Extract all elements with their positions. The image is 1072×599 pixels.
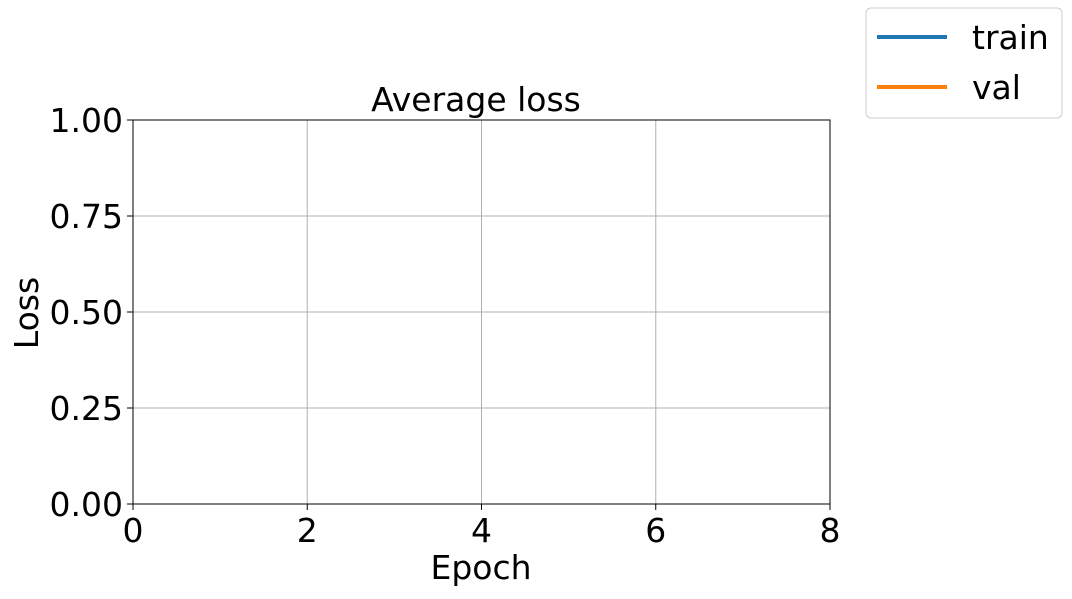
x-tick-label: 2 [297, 511, 318, 550]
x-tick-label: 8 [820, 511, 841, 550]
x-tick-label: 4 [471, 511, 492, 550]
x-axis-label: Epoch [430, 548, 531, 587]
x-tick-label: 0 [123, 511, 144, 550]
y-axis-ticks: 0.00 0.25 0.50 0.75 1.00 [50, 101, 133, 524]
chart-title: Average loss [371, 80, 581, 119]
y-tick-label: 0.50 [50, 293, 123, 332]
legend-items: train val [877, 18, 1049, 107]
legend-label-train: train [972, 18, 1049, 57]
grid-lines [132, 119, 831, 505]
y-axis-label: Loss [7, 277, 46, 349]
y-tick-label: 0.75 [50, 197, 123, 236]
legend-label-val: val [972, 68, 1021, 107]
y-tick-label: 0.25 [50, 389, 123, 428]
x-tick-label: 6 [645, 511, 666, 550]
legend: train val [865, 7, 1063, 119]
y-tick-label: 0.00 [50, 485, 123, 524]
y-tick-label: 1.00 [50, 101, 123, 140]
x-axis-ticks: 0 2 4 6 8 [123, 504, 841, 550]
